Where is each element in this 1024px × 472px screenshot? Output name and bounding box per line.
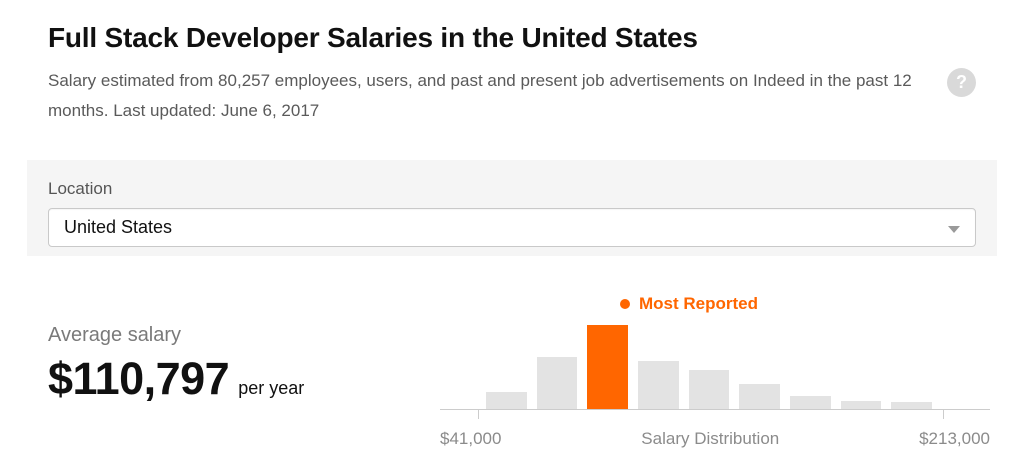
salary-summary-section: Average salary $110,797 per year Most Re…	[0, 294, 1024, 449]
salary-distribution-chart: Most Reported $41,000 Salary Distributio…	[440, 294, 990, 449]
histogram-bar	[536, 357, 578, 409]
histogram-bar-most-reported	[587, 325, 629, 409]
axis-tick-max	[943, 410, 944, 419]
chevron-down-icon	[948, 226, 960, 233]
histogram-bar	[688, 370, 730, 409]
help-icon-glyph: ?	[956, 72, 967, 92]
most-reported-annotation: Most Reported	[620, 294, 990, 314]
header: Full Stack Developer Salaries in the Uni…	[0, 22, 1024, 126]
average-salary-label: Average salary	[48, 324, 182, 346]
histogram-bar	[638, 361, 679, 409]
histogram-bars	[440, 323, 990, 409]
average-salary-block: Average salary $110,797 per year	[48, 294, 440, 449]
location-label: Location	[48, 179, 113, 198]
histogram-bar	[840, 401, 882, 409]
axis-min-label: $41,000	[440, 429, 502, 448]
location-selected-value: United States	[64, 217, 173, 237]
average-salary-amount: $110,797	[48, 353, 230, 404]
salary-estimate-description: Salary estimated from 80,257 employees, …	[48, 71, 912, 120]
page-title: Full Stack Developer Salaries in the Uni…	[48, 22, 698, 53]
axis-max-label: $213,000	[919, 429, 990, 448]
most-reported-dot-icon	[620, 299, 630, 309]
subtitle-row: Salary estimated from 80,257 employees, …	[48, 66, 976, 126]
histogram-bar	[790, 396, 831, 409]
most-reported-label: Most Reported	[639, 294, 758, 313]
axis-tick-min	[478, 410, 479, 419]
histogram-bar	[739, 384, 781, 409]
axis-labels: $41,000 Salary Distribution $213,000	[440, 429, 990, 449]
help-icon[interactable]: ?	[947, 68, 976, 97]
histogram-bar	[891, 402, 933, 409]
salary-page: Full Stack Developer Salaries in the Uni…	[0, 22, 1024, 449]
salary-amount-row: $110,797 per year	[48, 353, 440, 405]
x-axis	[440, 409, 990, 422]
location-select[interactable]: United States	[48, 208, 976, 247]
location-panel: Location United States	[27, 160, 997, 256]
salary-period: per year	[238, 378, 305, 398]
histogram-bar	[486, 392, 527, 409]
axis-title: Salary Distribution	[641, 429, 780, 448]
